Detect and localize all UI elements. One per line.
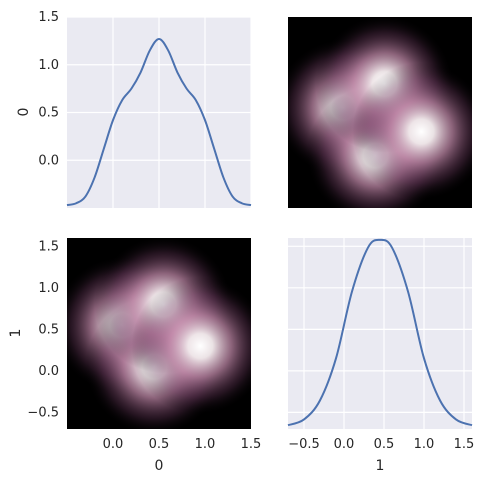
xtick-label: 1.0: [414, 437, 435, 452]
xtick-label: 0.5: [149, 437, 170, 452]
ytick-label: 0.0: [38, 364, 59, 379]
xtick-label: 0.0: [334, 437, 355, 452]
ytick-label: −0.5: [27, 405, 59, 420]
xlabel-col0: 0: [155, 458, 164, 474]
ylabel-row1: 1: [8, 329, 24, 338]
xtick-label: −0.5: [288, 437, 320, 452]
ytick-label: 1.0: [38, 58, 59, 73]
density-peak: [352, 62, 472, 201]
ytick-label: 0.0: [38, 153, 59, 168]
xtick-label: 1.5: [241, 437, 262, 452]
xlabel-col1: 1: [376, 458, 385, 474]
xtick-label: 0.5: [374, 437, 395, 452]
kde-line-var1: [287, 238, 473, 427]
ytick-label: 1.0: [38, 281, 59, 296]
ytick-label: 1.5: [38, 239, 59, 254]
ytick-label: 0.5: [38, 106, 59, 121]
ytick-label: 1.5: [38, 10, 59, 25]
xtick-label: 0.0: [103, 437, 124, 452]
ylabel-row0: 0: [16, 108, 32, 117]
kde-line-var0: [66, 37, 252, 207]
diag-1-axes: [288, 238, 472, 429]
xtick-label: 1.5: [454, 437, 475, 452]
xtick-label: 1.0: [195, 437, 216, 452]
ytick-label: 0.5: [38, 322, 59, 337]
density-peak: [131, 276, 251, 415]
